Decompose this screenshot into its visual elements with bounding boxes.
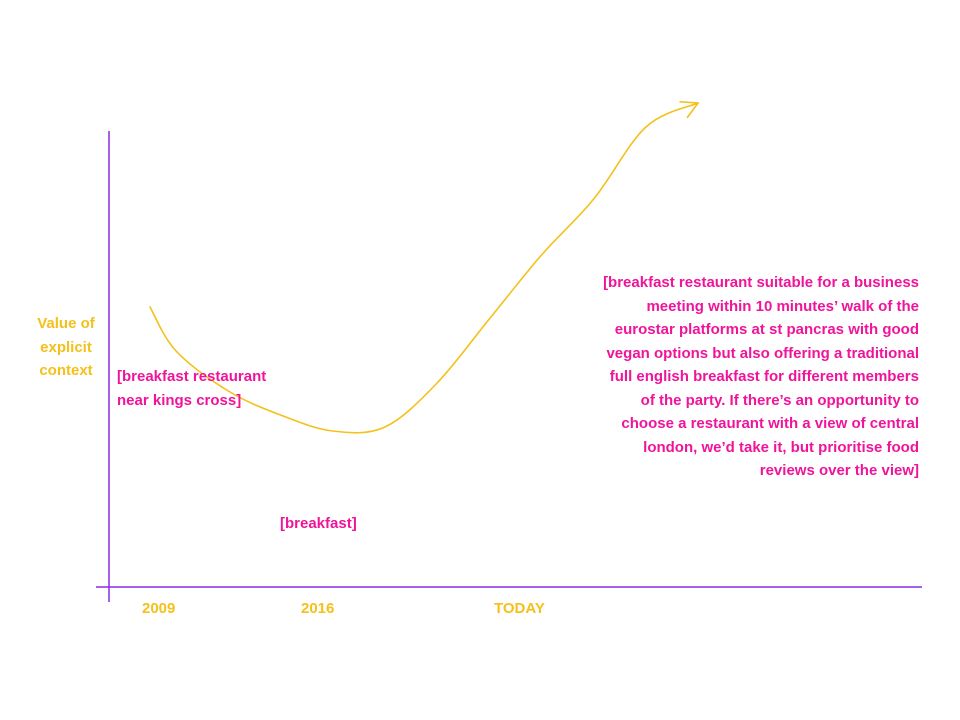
annotation-line: choose a restaurant with a view of centr… bbox=[621, 415, 919, 432]
annotation-line: reviews over the view] bbox=[759, 462, 919, 479]
x-tick-label: 2009 bbox=[142, 600, 176, 617]
annotation-line: near kings cross] bbox=[117, 391, 242, 409]
annotation-line: eurostar platforms at st pancras with go… bbox=[614, 321, 919, 338]
series-line bbox=[149, 102, 699, 434]
annotation-today: [breakfast restaurant suitable for a bus… bbox=[603, 271, 919, 483]
annotation-line: vegan options but also offering a tradit… bbox=[606, 344, 919, 362]
annotation-line: full english breakfast for different mem… bbox=[609, 368, 919, 385]
y-axis-label-line: context bbox=[39, 362, 93, 379]
annotation-2016: [breakfast] bbox=[280, 512, 357, 536]
y-axis-label: Value of explicit context bbox=[20, 312, 112, 383]
annotation-line: london, we’d take it, but prioritise foo… bbox=[643, 438, 919, 456]
y-axis-label-line: Value of bbox=[37, 315, 95, 332]
annotation-line: [breakfast restaurant bbox=[117, 368, 267, 385]
y-axis-label-line: explicit bbox=[40, 338, 92, 356]
annotation-line: [breakfast restaurant suitable for a bus… bbox=[603, 274, 919, 291]
annotation-2009: [breakfast restaurant near kings cross] bbox=[117, 365, 266, 412]
annotation-line: of the party. If there’s an opportunity … bbox=[640, 391, 919, 409]
annotation-line: [breakfast] bbox=[280, 515, 357, 532]
annotation-line: meeting within 10 minutes’ walk of the bbox=[646, 297, 919, 315]
x-tick-label: TODAY bbox=[494, 600, 545, 617]
x-tick-label: 2016 bbox=[301, 600, 335, 617]
arrow-head bbox=[679, 101, 699, 119]
